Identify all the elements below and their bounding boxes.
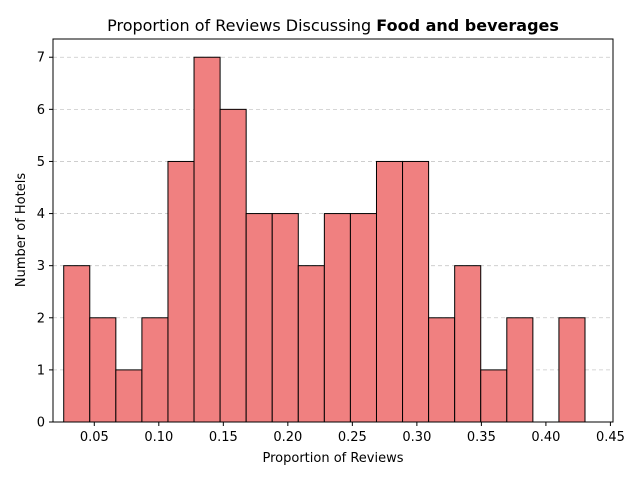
histogram-bar bbox=[454, 265, 482, 423]
x-tick-label: 0.25 bbox=[338, 430, 367, 445]
plot-frame bbox=[52, 38, 614, 423]
histogram-bar bbox=[141, 317, 169, 423]
chart-title: Proportion of Reviews Discussing Food an… bbox=[107, 16, 559, 35]
x-axis-label: Proportion of Reviews bbox=[262, 451, 403, 466]
x-tick-label: 0.45 bbox=[596, 430, 625, 445]
x-tick-label: 0.35 bbox=[467, 430, 496, 445]
histogram-bar bbox=[219, 108, 247, 423]
x-tick-label: 0.15 bbox=[209, 430, 238, 445]
chart-title-bold: Food and beverages bbox=[376, 16, 559, 35]
histogram-bar bbox=[428, 317, 456, 423]
histogram-bar bbox=[245, 213, 273, 423]
x-tick-label: 0.10 bbox=[144, 430, 173, 445]
x-tick-label: 0.20 bbox=[273, 430, 302, 445]
histogram-bar bbox=[506, 317, 534, 423]
x-axis-ticks: 0.05 0.10 0.15 0.20 0.25 0.30 0.35 0.40 0.45 bbox=[80, 422, 625, 445]
histogram-bar bbox=[167, 160, 195, 423]
y-tick-label: 1 bbox=[37, 363, 45, 378]
histogram-bar bbox=[297, 265, 325, 423]
histogram-bar bbox=[193, 56, 221, 423]
histogram-bar bbox=[89, 317, 117, 423]
histogram-bar bbox=[375, 160, 404, 423]
histogram-bar bbox=[271, 213, 299, 423]
bars-layer bbox=[63, 56, 586, 423]
x-tick-label: 0.40 bbox=[531, 430, 560, 445]
histogram-bar bbox=[63, 265, 91, 423]
histogram-bar bbox=[480, 369, 508, 423]
y-tick-label: 6 bbox=[37, 103, 45, 118]
chart-title-main: Proportion of Reviews Discussing bbox=[107, 16, 371, 35]
y-axis-ticks: 0 1 2 3 4 5 6 7 bbox=[37, 51, 53, 431]
histogram-bar bbox=[323, 213, 351, 423]
y-tick-label: 5 bbox=[37, 155, 45, 170]
y-axis-label: Number of Hotels bbox=[14, 173, 29, 287]
histogram-bar bbox=[349, 213, 377, 423]
y-tick-label: 7 bbox=[37, 51, 45, 66]
y-tick-label: 3 bbox=[37, 259, 45, 274]
x-tick-label: 0.05 bbox=[80, 430, 109, 445]
y-tick-label: 2 bbox=[37, 311, 45, 326]
y-tick-label: 0 bbox=[37, 416, 45, 431]
histogram-bar bbox=[115, 369, 143, 423]
histogram-bar bbox=[558, 317, 586, 423]
y-tick-label: 4 bbox=[37, 207, 45, 222]
histogram-bar bbox=[402, 160, 430, 423]
x-tick-label: 0.30 bbox=[402, 430, 431, 445]
